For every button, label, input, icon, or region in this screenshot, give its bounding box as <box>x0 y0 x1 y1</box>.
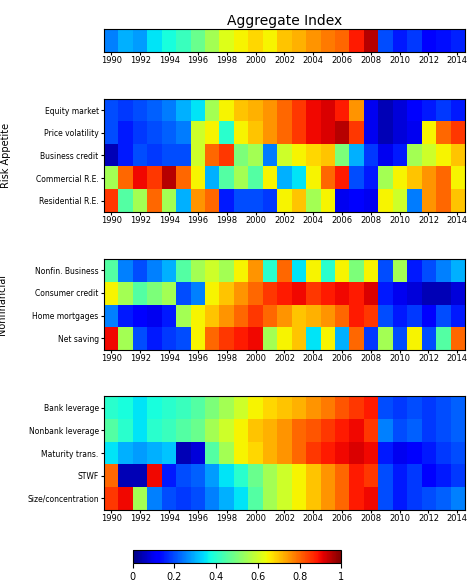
Y-axis label: Risk Appetite: Risk Appetite <box>1 123 11 188</box>
Title: Aggregate Index: Aggregate Index <box>227 14 342 28</box>
Y-axis label: Financial: Financial <box>0 432 2 475</box>
Y-axis label: Nonfinancial: Nonfinancial <box>0 274 8 335</box>
